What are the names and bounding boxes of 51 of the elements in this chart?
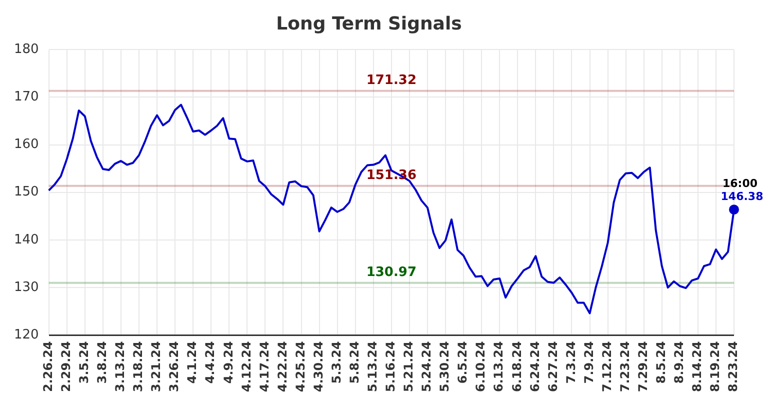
x-tick-label: 5.3.24	[329, 341, 344, 384]
x-tick-label: 4.17.24	[257, 341, 272, 392]
y-tick-label: 160	[14, 137, 39, 152]
x-tick-label: 6.13.24	[492, 341, 506, 392]
x-tick-label: 6.24.24	[528, 341, 542, 392]
y-tick-label: 170	[14, 90, 39, 105]
x-tick-label: 8.14.24	[690, 341, 704, 392]
x-tick-label: 7.29.24	[636, 341, 650, 392]
ref-line-label: 171.32	[366, 72, 416, 88]
x-tick-label: 3.8.24	[95, 341, 110, 384]
x-tick-label: 7.3.24	[564, 341, 578, 384]
annotation: 16:00	[722, 176, 758, 190]
x-tick-label: 4.1.24	[185, 341, 200, 384]
ref-line-label: 130.97	[366, 264, 416, 280]
x-tick-label: 3.13.24	[113, 341, 128, 392]
y-tick-label: 120	[14, 328, 39, 343]
x-tick-label: 8.9.24	[672, 341, 686, 384]
x-tick-label: 7.23.24	[618, 341, 632, 392]
x-tick-label: 7.9.24	[582, 341, 596, 384]
x-tick-label: 8.19.24	[708, 341, 722, 392]
x-tick-label: 5.30.24	[438, 341, 452, 392]
x-tick-label: 4.30.24	[311, 341, 326, 392]
x-tick-label: 3.18.24	[131, 341, 146, 392]
y-tick-label: 140	[14, 232, 39, 248]
chart-title: Long Term Signals	[276, 13, 462, 34]
x-tick-label: 6.18.24	[510, 341, 524, 392]
y-tick-label: 180	[14, 42, 39, 57]
x-tick-label: 5.8.24	[347, 341, 362, 384]
x-tick-label: 3.21.24	[149, 341, 164, 392]
x-tick-label: 5.16.24	[384, 341, 398, 392]
x-tick-label: 4.12.24	[239, 341, 254, 392]
y-tick-label: 130	[14, 280, 39, 295]
y-tick-label: 150	[14, 184, 39, 200]
x-tick-label: 6.27.24	[546, 341, 560, 392]
x-tick-label: 3.26.24	[167, 341, 182, 392]
x-tick-label: 4.4.24	[203, 341, 218, 384]
x-tick-label: 6.10.24	[474, 341, 488, 392]
x-tick-label: 8.23.24	[726, 341, 740, 392]
x-tick-label: 4.9.24	[221, 341, 236, 384]
x-tick-label: 5.13.24	[366, 341, 380, 392]
x-tick-label: 2.26.24	[40, 341, 55, 392]
x-tick-label: 5.24.24	[420, 341, 434, 392]
x-tick-label: 5.21.24	[402, 341, 416, 392]
x-tick-label: 2.29.24	[58, 341, 73, 392]
x-tick-label: 4.25.24	[293, 341, 308, 392]
data-label: 146.38	[720, 190, 764, 203]
x-tick-label: 4.22.24	[275, 341, 290, 392]
x-tick-label: 7.12.24	[600, 341, 614, 392]
x-tick-label: 6.5.24	[456, 341, 470, 384]
x-tick-label: 3.5.24	[77, 341, 91, 384]
x-tick-label: 8.5.24	[654, 341, 668, 384]
